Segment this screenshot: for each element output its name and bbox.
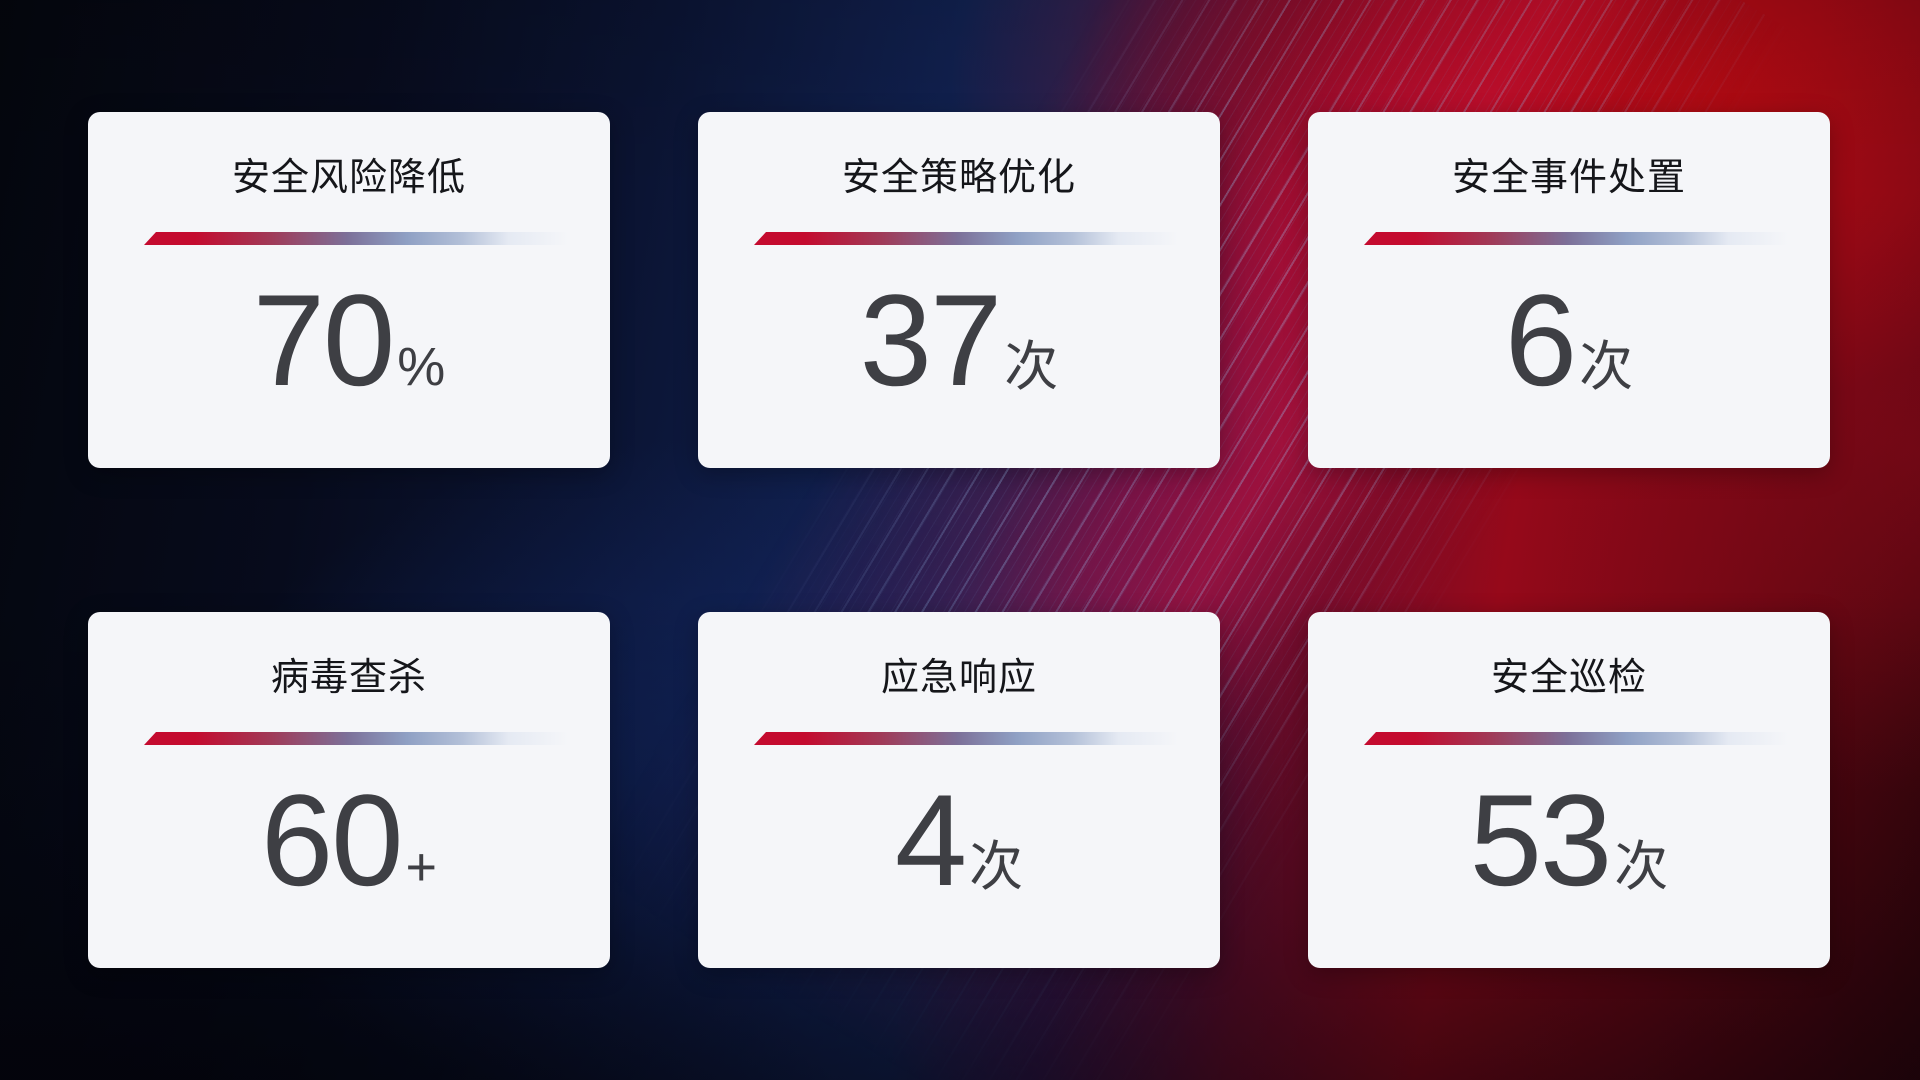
stat-card-virus-scan: 病毒查杀 60 + — [88, 612, 610, 968]
stat-card-risk-reduction: 安全风险降低 70 % — [88, 112, 610, 468]
value-number: 70 — [252, 267, 396, 413]
value-unit: + — [405, 837, 438, 897]
card-title: 病毒查杀 — [270, 657, 427, 699]
card-title: 安全事件处置 — [1451, 157, 1686, 199]
value-number: 53 — [1469, 767, 1613, 913]
card-title: 安全巡检 — [1490, 657, 1647, 699]
card-value: 53 次 — [1308, 775, 1830, 905]
value-number: 60 — [260, 767, 404, 913]
stat-card-policy-optimization: 安全策略优化 37 次 — [698, 112, 1220, 468]
card-value: 6 次 — [1308, 275, 1830, 405]
value-unit: 次 — [1614, 837, 1669, 897]
value-unit: 次 — [969, 837, 1024, 897]
value-unit: 次 — [1004, 337, 1059, 397]
value-number: 37 — [859, 267, 1003, 413]
gradient-divider — [1364, 232, 1788, 245]
stat-card-incident-handling: 安全事件处置 6 次 — [1308, 112, 1830, 468]
card-value: 60 + — [88, 775, 610, 905]
card-value: 70 % — [88, 275, 610, 405]
card-value: 4 次 — [698, 775, 1220, 905]
card-title: 安全策略优化 — [841, 157, 1076, 199]
gradient-divider — [754, 232, 1178, 245]
value-number: 6 — [1504, 267, 1577, 413]
stat-card-emergency-response: 应急响应 4 次 — [698, 612, 1220, 968]
card-value: 37 次 — [698, 275, 1220, 405]
gradient-divider — [144, 732, 568, 745]
gradient-divider — [754, 732, 1178, 745]
gradient-divider — [144, 232, 568, 245]
value-unit: 次 — [1579, 337, 1634, 397]
gradient-divider — [1364, 732, 1788, 745]
value-number: 4 — [894, 767, 967, 913]
value-unit: % — [397, 337, 446, 397]
card-title: 应急响应 — [880, 657, 1037, 699]
stat-card-security-inspection: 安全巡检 53 次 — [1308, 612, 1830, 968]
card-title: 安全风险降低 — [231, 157, 466, 199]
